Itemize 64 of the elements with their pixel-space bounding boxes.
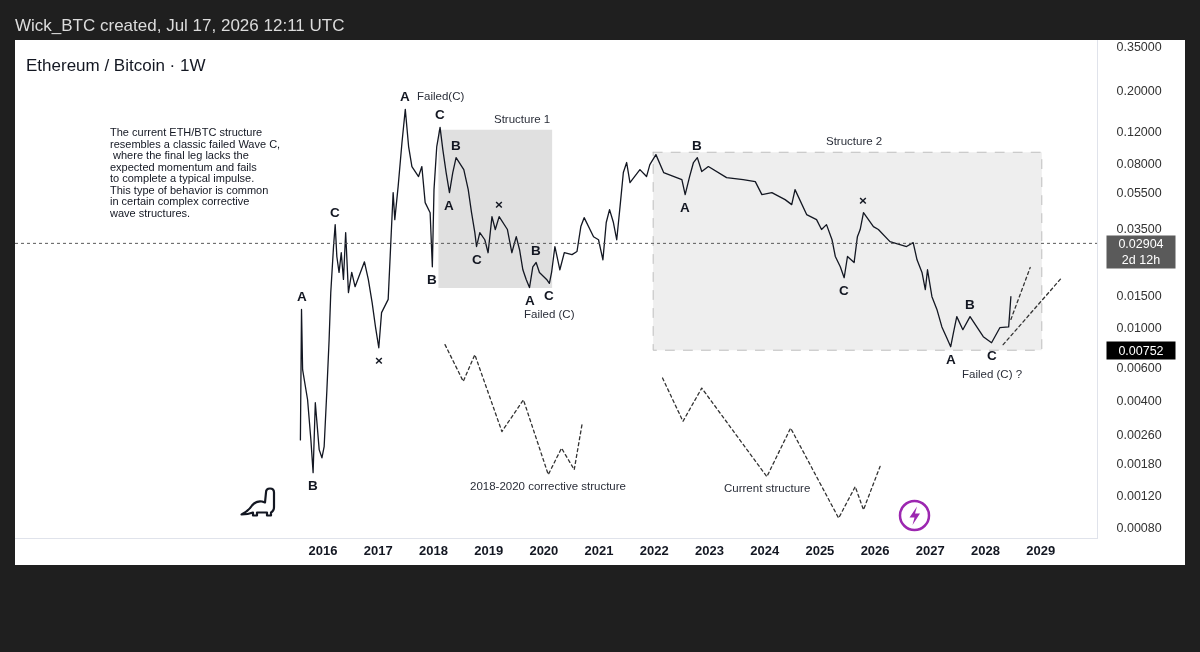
annotation: B	[692, 138, 702, 153]
annotation: C	[987, 348, 997, 363]
y-tick-label: 0.00120	[1116, 488, 1162, 503]
y-tick-label: 0.00400	[1116, 393, 1162, 408]
annotation: A	[444, 198, 454, 213]
x-tick-label: 2020	[529, 542, 559, 558]
text: Wick_BTC created, Jul 17, 2026 12:11 UTC	[15, 15, 345, 37]
annotation: C	[472, 252, 482, 267]
x-tick-label: 2026	[860, 542, 890, 558]
x-tick-label: 2029	[1026, 542, 1056, 558]
y-tick-label: 0.00600	[1116, 361, 1162, 376]
x-tick-label: 2021	[584, 542, 614, 558]
y-tick-label: 0.01000	[1116, 321, 1162, 336]
x-tick-label: 2028	[971, 542, 1000, 558]
y-tick-label: 0.08000	[1116, 156, 1162, 171]
y-tick-label: 0.00080	[1116, 520, 1162, 535]
annotation: ×	[495, 197, 503, 212]
x-tick-label: 2022	[639, 542, 669, 558]
x-tick-label: 2024	[750, 542, 780, 558]
y-tick-label: 0.00180	[1116, 456, 1162, 471]
x-tick-label: 2023	[695, 542, 724, 558]
annotation: B	[451, 138, 461, 153]
annotation: 2018-2020 corrective structure	[470, 480, 626, 492]
annotation: A	[400, 89, 410, 104]
line-series	[299, 108, 1012, 474]
x-tick-label: 2017	[363, 542, 393, 558]
annotation: C	[330, 205, 340, 220]
annotation: C	[435, 107, 445, 122]
annotation: C	[839, 283, 849, 298]
line-series	[444, 344, 583, 476]
x-tick-label: 2027	[915, 542, 945, 558]
annotation: B	[531, 243, 541, 258]
annotation: C	[544, 288, 554, 303]
y-tick-label: 0.01500	[1116, 288, 1162, 303]
x-tick-label: 2016	[308, 542, 338, 558]
y-tick-label: 0.05500	[1116, 186, 1162, 201]
annotation: Failed(C)	[417, 90, 465, 102]
annotation: A	[680, 200, 690, 215]
x-tick-label: 2025	[805, 542, 835, 558]
text: Ethereum / Bitcoin · 1W	[26, 55, 206, 75]
line-series	[661, 377, 881, 519]
x-tick-label: 2019	[474, 542, 504, 558]
y-tick-label: 0.03500	[1116, 221, 1162, 236]
annotation: The current ETH/BTC structure resembles a classic failed Wave C, where the final leg lacks the expected momentum and fails to complete a typical impulse. This type of behavior is common in certain complex corrective wave structures.	[110, 126, 281, 219]
x-tick-label: 2018	[418, 542, 448, 558]
y-tick-label: 0.12000	[1116, 124, 1162, 139]
ref-line-label: 0.02904 2d 12h	[1118, 236, 1164, 268]
annotation: B	[308, 478, 318, 493]
annotation: Current structure	[724, 482, 811, 494]
annotation: B	[965, 297, 975, 312]
annotation: A	[525, 293, 535, 308]
annotation: Failed (C) ?	[962, 368, 1023, 380]
y-tick-label: 0.35000	[1116, 39, 1162, 54]
y-tick-label: 0.00752	[1118, 343, 1164, 358]
annotation: Structure 2	[826, 135, 883, 147]
annotation: Failed (C)	[524, 308, 575, 320]
annotation: ×	[375, 353, 383, 368]
annotation: ×	[859, 193, 867, 208]
annotation: A	[946, 352, 956, 367]
y-tick-label: 0.20000	[1116, 84, 1162, 99]
annotation: A	[297, 289, 307, 304]
annotation: Structure 1	[494, 113, 551, 125]
y-tick-label: 0.00260	[1116, 427, 1162, 442]
annotation: B	[427, 272, 437, 287]
